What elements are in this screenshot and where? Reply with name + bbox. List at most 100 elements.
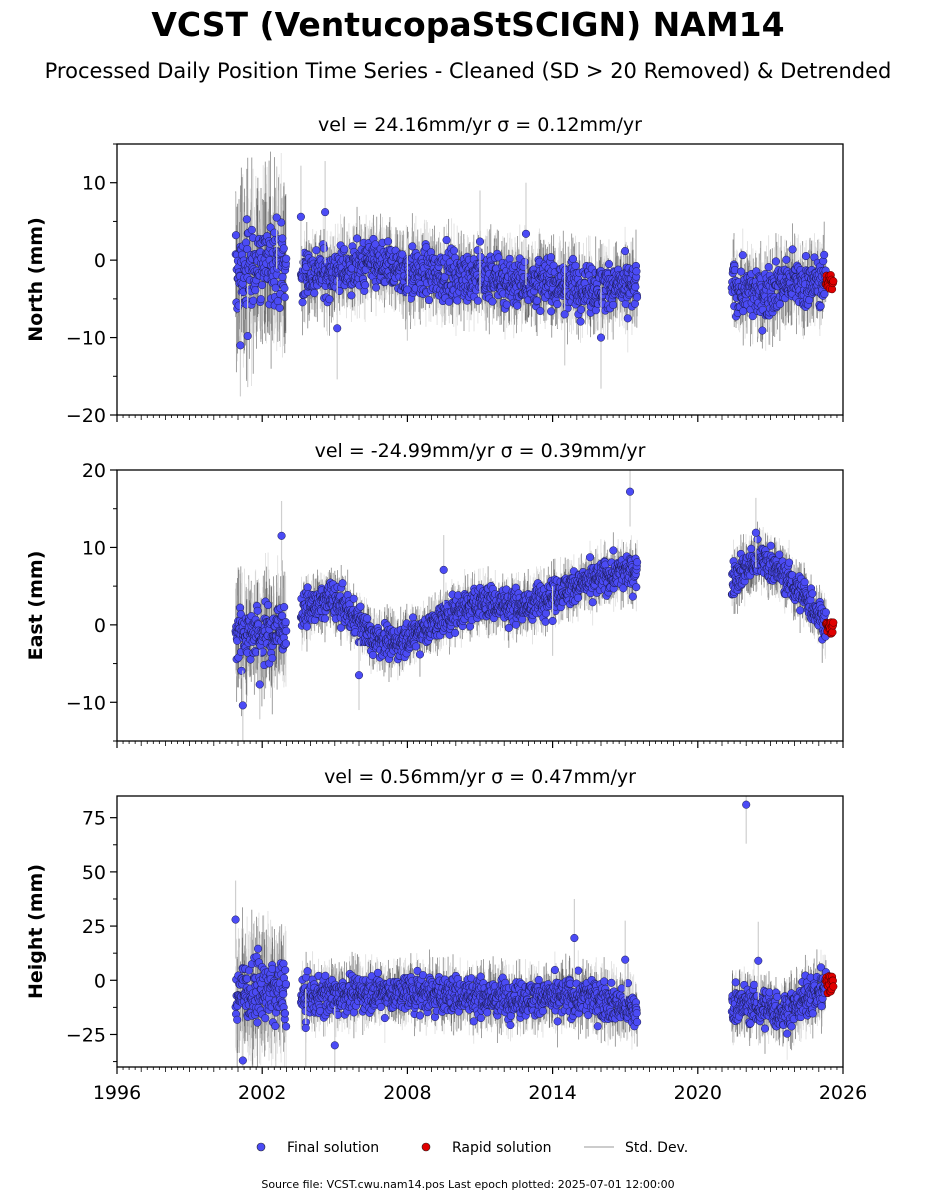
point-rapid — [829, 277, 838, 286]
point-final — [748, 312, 757, 321]
panel-north: vel = 24.16mm/yr σ = 0.12mm/yr North (mm)… — [25, 114, 844, 427]
y-tick-label: −20 — [66, 405, 106, 427]
point-final — [352, 234, 362, 243]
point-final — [384, 237, 393, 246]
point-final — [273, 297, 282, 306]
point-final — [280, 284, 289, 293]
point-final — [737, 267, 746, 276]
point-final — [738, 251, 747, 260]
point-final — [571, 261, 580, 270]
point-final — [237, 666, 246, 675]
point-final — [546, 253, 555, 262]
point-final — [632, 293, 642, 302]
point-final — [621, 247, 630, 256]
point-final — [361, 281, 370, 290]
point-final — [236, 610, 245, 619]
point-final — [249, 296, 258, 305]
series-final-north — [231, 151, 831, 397]
point-final — [242, 215, 251, 224]
point-final — [319, 244, 329, 253]
point-final-outlier — [321, 208, 330, 217]
point-final-outlier — [403, 285, 412, 294]
point-final — [502, 300, 511, 309]
point-final — [758, 326, 767, 335]
point-final-outlier — [272, 213, 281, 222]
point-final — [533, 296, 542, 305]
point-final-outlier — [236, 341, 245, 350]
y-tick-label: 0 — [94, 250, 106, 272]
point-final — [449, 246, 459, 255]
point-final — [820, 250, 829, 259]
point-final — [568, 254, 577, 263]
point-final — [271, 283, 280, 292]
point-final — [816, 302, 825, 311]
point-final — [278, 272, 287, 282]
point-final — [278, 234, 287, 243]
point-final — [231, 231, 240, 240]
point-final — [440, 272, 449, 281]
point-final — [494, 253, 503, 262]
point-final-outlier — [296, 212, 305, 221]
point-final — [476, 252, 485, 261]
figure-title: VCST (VentucopaStSCIGN) NAM14 — [151, 5, 784, 44]
point-final — [282, 254, 291, 263]
point-final — [576, 317, 585, 326]
series-final-east — [231, 470, 830, 741]
y-tick-label: −10 — [66, 328, 106, 350]
point-final-outlier — [243, 331, 252, 341]
point-final — [547, 307, 556, 316]
point-final — [275, 303, 284, 312]
point-final — [577, 305, 586, 314]
point-final — [771, 257, 780, 266]
point-final-outlier — [521, 229, 531, 238]
point-final — [310, 289, 319, 298]
point-final-outlier — [596, 333, 606, 342]
point-final — [241, 238, 251, 247]
point-final — [764, 263, 773, 272]
y-axis-label-north: North (mm) — [25, 217, 47, 342]
point-final — [347, 291, 356, 300]
point-final — [258, 281, 267, 290]
point-final — [424, 295, 434, 305]
point-final — [442, 236, 451, 245]
point-final — [775, 300, 784, 309]
panel-east: vel = -24.99mm/yr σ = 0.39mm/yr East (mm)… — [25, 440, 844, 748]
point-final — [256, 295, 265, 304]
point-final — [422, 243, 431, 252]
point-final — [453, 296, 462, 305]
panel-title-north: vel = 24.16mm/yr σ = 0.12mm/yr — [318, 114, 642, 136]
point-final — [325, 295, 334, 304]
y-axis-label-east: East (mm) — [25, 551, 47, 661]
point-final — [609, 300, 618, 309]
point-final-outlier — [560, 310, 569, 319]
point-final — [473, 296, 482, 305]
panels: vel = 24.16mm/yr σ = 0.12mm/yr North (mm)… — [25, 114, 867, 1104]
point-final — [632, 267, 641, 276]
point-final — [280, 293, 289, 302]
point-final — [279, 244, 288, 253]
point-final — [408, 242, 417, 251]
point-final — [801, 252, 810, 261]
point-final — [371, 283, 381, 292]
point-final — [520, 257, 529, 266]
point-final — [513, 301, 522, 310]
point-final — [782, 255, 791, 264]
figure-subtitle: Processed Daily Position Time Series - C… — [45, 59, 892, 83]
point-final — [820, 289, 829, 299]
point-final-outlier — [333, 324, 342, 333]
point-final — [251, 286, 260, 295]
point-final-outlier — [475, 237, 485, 246]
point-final — [536, 306, 545, 316]
point-final — [505, 254, 514, 263]
point-final — [488, 297, 497, 306]
point-final — [623, 314, 632, 323]
panel-title-east: vel = -24.99mm/yr σ = 0.39mm/yr — [315, 440, 646, 462]
point-final — [398, 250, 407, 259]
point-final — [312, 246, 321, 255]
point-final — [444, 297, 454, 306]
point-final — [604, 259, 614, 269]
y-tick-label: 10 — [82, 173, 106, 195]
point-final — [247, 225, 256, 234]
point-final — [243, 245, 252, 254]
